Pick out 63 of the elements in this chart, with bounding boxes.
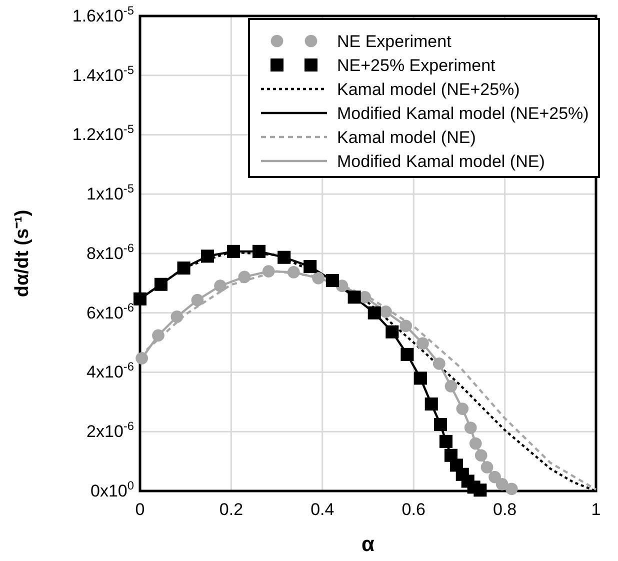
point (432, 357, 446, 370)
x-tick-label: 1 (591, 500, 601, 520)
point (439, 434, 452, 448)
y-tick-label: 1.2x10$^{-5}$ (72, 122, 134, 144)
point (400, 348, 414, 361)
point (488, 470, 501, 484)
point (312, 272, 324, 284)
point (304, 260, 317, 274)
point (287, 266, 300, 278)
point (474, 484, 487, 497)
point (480, 461, 494, 474)
point (414, 372, 427, 385)
y-tick-label: 6x10$^{-6}$ (86, 300, 134, 322)
point (416, 337, 429, 350)
y-tick-label: 8x10$^{-6}$ (86, 240, 134, 263)
legend-label: Modified Kamal model (NE+25%) (337, 104, 589, 123)
point (136, 352, 148, 364)
x-tick-label: 0.8 (492, 500, 517, 520)
point (469, 437, 482, 450)
point (177, 262, 190, 275)
x-axis-title: α (362, 533, 375, 556)
point (326, 274, 339, 288)
point (214, 280, 226, 292)
point (200, 250, 214, 263)
legend-label: Kamal model (NE+25%) (337, 80, 520, 99)
y-tick-label: 1.4x10$^{-5}$ (72, 62, 134, 85)
point (474, 449, 488, 462)
point (434, 418, 448, 432)
point (496, 478, 508, 490)
point (400, 320, 412, 332)
legend-label: Modified Kamal model (NE) (337, 152, 545, 171)
y-tick-label: 4x10$^{-6}$ (86, 360, 134, 382)
y-tick-label: 0x10$^{0}$ (90, 478, 134, 500)
point (505, 482, 518, 496)
point (262, 265, 275, 278)
x-tick-label: 0.2 (219, 500, 244, 520)
point (444, 380, 458, 392)
y-axis-title: dα/dt (s⁻¹) (12, 210, 33, 298)
point (464, 422, 477, 434)
point (152, 329, 164, 342)
legend-label: Kamal model (NE) (337, 128, 476, 147)
legend-label: NE+25% Experiment (337, 56, 496, 75)
point (278, 250, 291, 264)
y-tick-label: 2x10$^{-6}$ (86, 419, 134, 442)
x-tick-label: 0 (135, 500, 145, 520)
y-tick-label: 1x10$^{-5}$ (86, 182, 134, 204)
point (386, 325, 399, 338)
y-tick-label: 1.6x10$^{-5}$ (72, 3, 134, 26)
point (133, 292, 147, 306)
point (191, 294, 204, 306)
x-tick-label: 0.4 (310, 500, 334, 520)
point (226, 244, 240, 258)
point (456, 402, 469, 415)
point (368, 306, 381, 320)
point (424, 397, 438, 411)
point (380, 306, 392, 318)
x-tick-label: 0.6 (402, 500, 426, 520)
point (238, 270, 251, 284)
point (348, 290, 361, 304)
point (154, 278, 168, 291)
point (170, 310, 184, 323)
legend-label: NE Experiment (337, 32, 452, 51)
point (252, 244, 266, 258)
